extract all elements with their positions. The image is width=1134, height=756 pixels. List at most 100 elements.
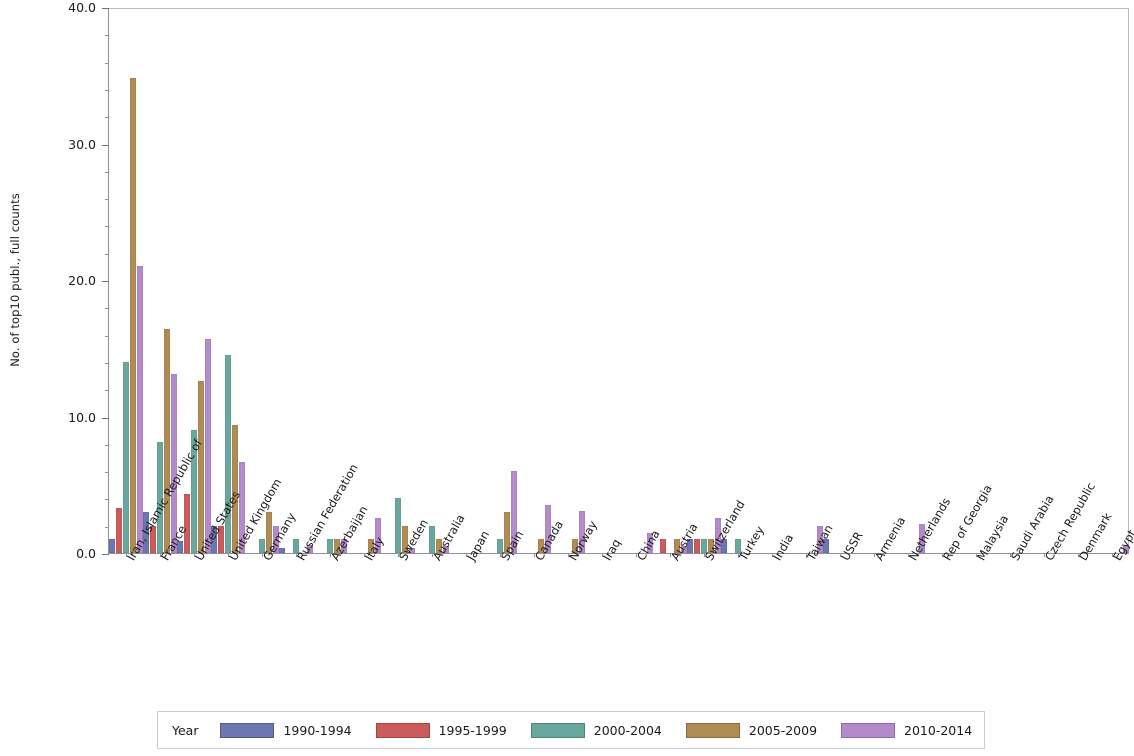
bar [211, 525, 218, 553]
x-axis-tick [194, 553, 195, 557]
bar [197, 381, 204, 553]
bar [123, 361, 129, 553]
bar [1122, 546, 1129, 553]
bar [279, 547, 286, 553]
x-axis-tick [942, 553, 943, 557]
legend-item[interactable]: 2005-2009 [685, 722, 818, 738]
y-axis-minor-tick [105, 117, 109, 118]
x-axis-tick [806, 553, 807, 557]
bar [918, 524, 925, 553]
bar-group [993, 9, 1027, 553]
bar-group [687, 9, 721, 553]
bar [231, 424, 238, 553]
bar [401, 525, 408, 553]
y-axis-minor-tick [105, 527, 109, 528]
y-axis-minor-tick [105, 499, 109, 500]
bar [143, 512, 150, 553]
x-axis-tick [1078, 553, 1079, 557]
x-axis-tick [330, 553, 331, 557]
bar [408, 547, 415, 553]
legend-title: Year [172, 722, 199, 738]
bar [109, 539, 116, 553]
x-axis-tick [874, 553, 875, 557]
bar [429, 525, 435, 553]
bar-group [347, 9, 381, 553]
x-axis-tick [160, 553, 161, 557]
bar [1081, 551, 1088, 553]
legend-item[interactable]: 2010-2014 [841, 722, 972, 738]
bar-group [925, 9, 959, 553]
legend-item-label: 2000-2004 [593, 722, 662, 738]
legend-item-label: 2005-2009 [748, 722, 818, 738]
legend-item-label: 1995-1999 [438, 722, 507, 738]
y-axis-tick-label: 10.0 [68, 410, 96, 425]
x-axis-tick-labels: Iran, Islamic Republic of France United St… [109, 437, 1134, 716]
bar-group [483, 9, 517, 553]
y-axis-minor-tick [105, 254, 109, 255]
y-axis-minor-tick [105, 445, 109, 446]
y-axis-tick-label: 40.0 [68, 0, 96, 15]
x-axis-tick [840, 553, 841, 557]
bar [687, 539, 694, 553]
bar [333, 539, 340, 553]
bar [306, 544, 313, 553]
y-axis-minor-tick [105, 336, 109, 337]
x-axis-tick [500, 553, 501, 557]
x-axis-tick [738, 553, 739, 557]
x-axis-tick [228, 553, 229, 557]
bar-group [143, 9, 177, 553]
y-axis-minor-tick [105, 472, 109, 473]
bar [150, 525, 157, 553]
y-axis-major-tick [102, 554, 109, 555]
y-axis-minor-tick [105, 90, 109, 91]
bar [442, 546, 449, 553]
x-axis-tick [908, 553, 909, 557]
y-axis-major-tick [102, 281, 109, 282]
bar-group [857, 9, 891, 553]
y-axis-minor-tick [105, 226, 109, 227]
legend-item[interactable]: 2000-2004 [530, 722, 662, 738]
bar [184, 494, 191, 553]
bar-group [789, 9, 823, 553]
bar-group [211, 9, 245, 553]
y-axis-major-tick [102, 145, 109, 146]
x-axis-tick [772, 553, 773, 557]
bar-group [279, 9, 313, 553]
bar-group [721, 9, 755, 553]
legend-item[interactable]: 1995-1999 [375, 722, 507, 738]
y-axis-title: No. of top10 publ., full counts [8, 193, 22, 367]
legend-item[interactable]: 1990-1994 [220, 722, 352, 738]
x-axis-tick [1010, 553, 1011, 557]
bar-group [755, 9, 789, 553]
bar-group [619, 9, 653, 553]
bar [367, 539, 374, 553]
x-axis-tick [296, 553, 297, 557]
x-axis-tick [1044, 553, 1045, 557]
x-axis-tick [398, 553, 399, 557]
bar [170, 374, 177, 553]
bar [571, 539, 578, 553]
bar [673, 539, 680, 553]
bar [129, 77, 136, 553]
bar [374, 517, 381, 553]
y-axis-minor-tick [105, 35, 109, 36]
y-axis-minor-tick [105, 390, 109, 391]
bar [177, 540, 184, 553]
legend-color-swatch [375, 722, 430, 738]
bar [680, 546, 687, 553]
x-axis-tick [1112, 553, 1113, 557]
bar [660, 539, 667, 553]
bar [497, 539, 503, 553]
bar-group [381, 9, 415, 553]
bar [157, 442, 163, 553]
x-axis-tick [568, 553, 569, 557]
bar [578, 510, 585, 553]
x-axis-tick [534, 553, 535, 557]
y-axis-tick-label: 20.0 [68, 273, 96, 288]
legend-color-swatch [530, 722, 585, 738]
bar [265, 512, 272, 553]
bar [218, 525, 225, 553]
bar [136, 266, 143, 553]
bar [395, 498, 401, 553]
